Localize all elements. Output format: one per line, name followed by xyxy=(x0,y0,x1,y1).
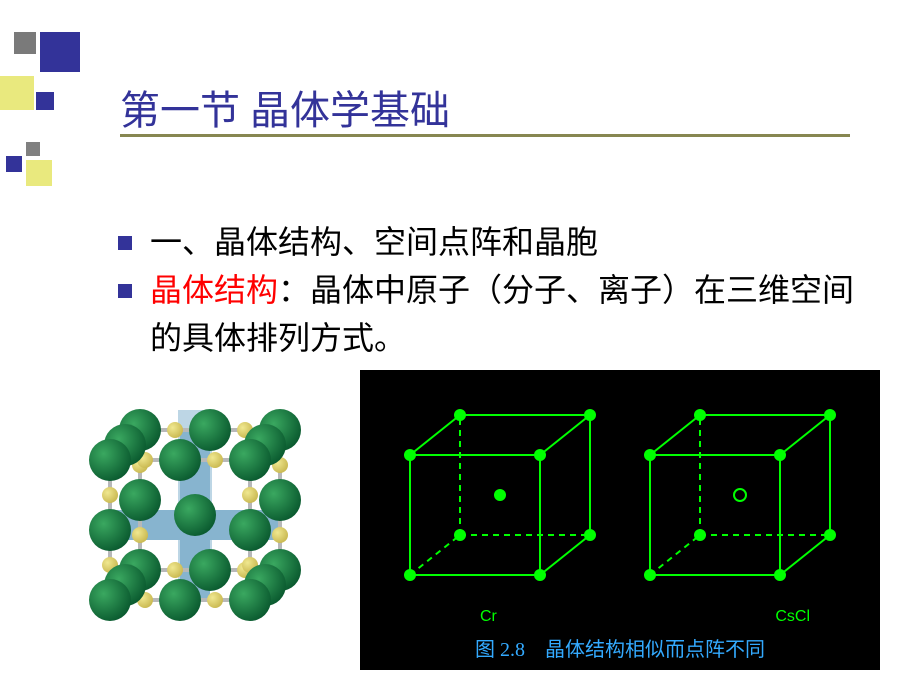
decoration-block xyxy=(14,32,36,54)
cube-label-cr: Cr xyxy=(480,608,497,626)
bullet-text-2: 晶体结构：晶体中原子（分子、离子）在三维空间的具体排列方式。 xyxy=(150,266,858,362)
lattice-comparison-diagram: 图 2.8 晶体结构相似而点阵不同 Cr CsCl xyxy=(360,370,880,670)
cube-label-cscl: CsCl xyxy=(775,608,810,626)
crystal-structure-diagram xyxy=(70,370,350,650)
bullet-icon xyxy=(118,284,132,298)
decoration-block xyxy=(36,92,54,110)
diagrams-row: 图 2.8 晶体结构相似而点阵不同 Cr CsCl xyxy=(70,370,880,670)
content-area: 一、晶体结构、空间点阵和晶胞 晶体结构：晶体中原子（分子、离子）在三维空间的具体… xyxy=(118,218,858,362)
decoration-block xyxy=(26,142,40,156)
decoration-block xyxy=(6,156,22,172)
decoration-block xyxy=(40,32,80,72)
figure-caption: 图 2.8 晶体结构相似而点阵不同 xyxy=(360,633,880,662)
highlight-term: 晶体结构 xyxy=(150,272,278,308)
bullet-item-1: 一、晶体结构、空间点阵和晶胞 xyxy=(118,218,858,266)
decoration-block xyxy=(0,76,34,110)
bullet-icon xyxy=(118,236,132,250)
slide-title: 第一节 晶体学基础 xyxy=(120,78,450,136)
bullet-text-1: 一、晶体结构、空间点阵和晶胞 xyxy=(150,218,598,266)
title-underline xyxy=(120,134,850,137)
bullet-item-2: 晶体结构：晶体中原子（分子、离子）在三维空间的具体排列方式。 xyxy=(118,266,858,362)
decoration-block xyxy=(26,160,52,186)
